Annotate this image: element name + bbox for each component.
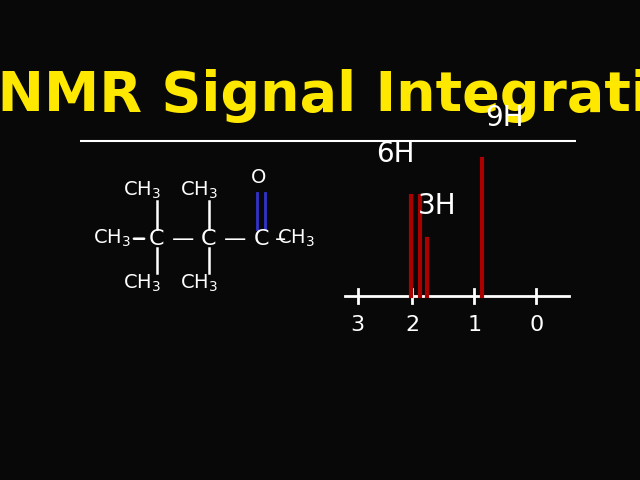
Text: 6H: 6H (376, 141, 414, 168)
Text: 3: 3 (351, 315, 365, 335)
Text: $\mathregular{CH_3}$: $\mathregular{CH_3}$ (180, 273, 218, 294)
Text: 0: 0 (529, 315, 543, 335)
Text: $\mathregular{CH_3}$: $\mathregular{CH_3}$ (276, 228, 315, 249)
Text: 2: 2 (405, 315, 419, 335)
Text: C: C (149, 228, 164, 249)
Text: C: C (201, 228, 217, 249)
Text: $\mathregular{CH_3}$: $\mathregular{CH_3}$ (180, 180, 218, 201)
Text: 3H: 3H (418, 192, 456, 220)
Text: $\mathregular{CH_3}$: $\mathregular{CH_3}$ (123, 180, 161, 201)
Text: —: — (172, 228, 194, 249)
Text: $\mathregular{CH_3}$: $\mathregular{CH_3}$ (93, 228, 131, 249)
Text: –: – (133, 228, 145, 249)
Text: 9H: 9H (484, 104, 524, 132)
Text: C: C (253, 228, 269, 249)
Text: –: – (275, 228, 287, 249)
Text: O: O (251, 168, 266, 187)
Text: H-NMR Signal Integration: H-NMR Signal Integration (0, 70, 640, 123)
Text: —: — (224, 228, 246, 249)
Text: 1: 1 (467, 315, 481, 335)
Text: $\mathregular{CH_3}$: $\mathregular{CH_3}$ (123, 273, 161, 294)
